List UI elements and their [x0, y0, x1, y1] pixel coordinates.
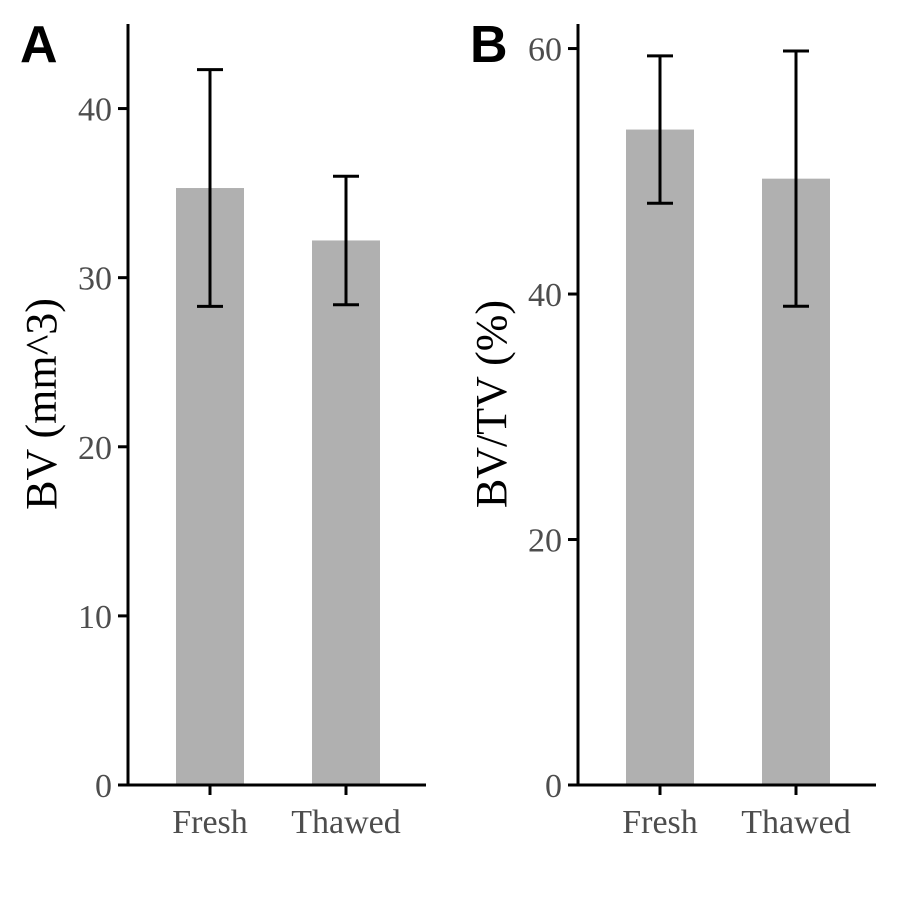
- panel-a: 0 10 20 30 40 Fresh Thawed BV (mm^3) A: [17, 16, 426, 841]
- y-axis-title: BV (mm^3): [17, 298, 66, 510]
- error-bar-thawed: [783, 49, 809, 308]
- panel-tag: B: [470, 16, 508, 74]
- y-tick-label: 0: [95, 768, 112, 805]
- x-tick-label-thawed: Thawed: [291, 804, 401, 841]
- y-tick-label: 40: [78, 92, 112, 129]
- y-tick-label: 30: [78, 261, 112, 298]
- y-tick-label: 20: [78, 430, 112, 467]
- y-tick-label: 0: [545, 768, 562, 805]
- x-tick-label-thawed: Thawed: [741, 804, 851, 841]
- error-bar-fresh: [197, 68, 223, 308]
- bar-thawed: [312, 240, 380, 785]
- error-bar-fresh: [647, 54, 673, 205]
- y-axis-title: BV/TV (%): [467, 300, 516, 508]
- bar-fresh: [626, 129, 694, 786]
- y-tick-label: 10: [78, 599, 112, 636]
- y-tick-label: 20: [528, 523, 562, 560]
- panel-b: 0 20 40 60 Fresh Thawed BV/TV (%) B: [467, 16, 876, 841]
- error-bar-thawed: [333, 174, 359, 307]
- y-tick-label: 60: [528, 32, 562, 69]
- y-tick-label: 40: [528, 277, 562, 314]
- x-tick-label-fresh: Fresh: [172, 804, 248, 841]
- panel-tag: A: [20, 16, 58, 74]
- x-tick-label-fresh: Fresh: [622, 804, 698, 841]
